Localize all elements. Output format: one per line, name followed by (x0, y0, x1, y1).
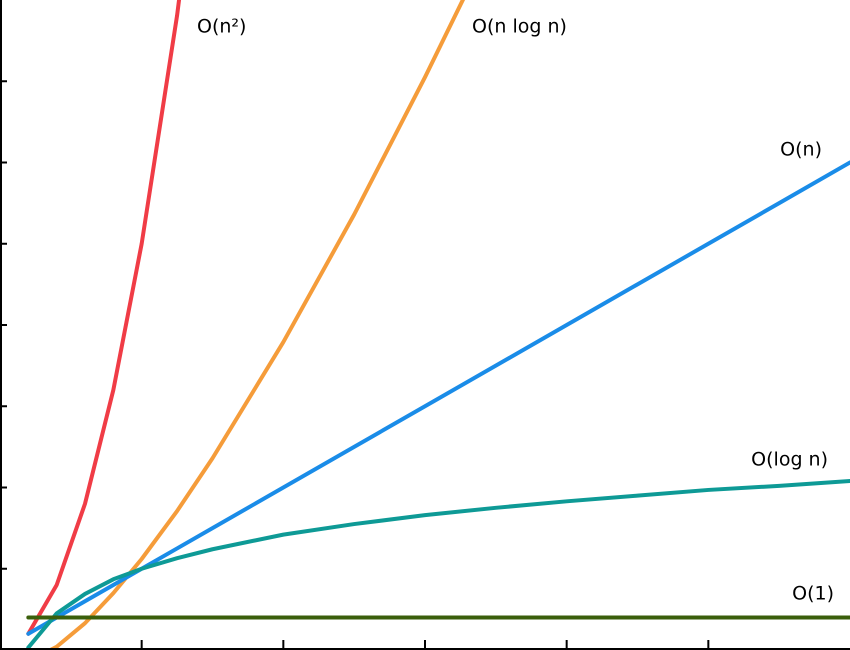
series-line (46, 0, 466, 650)
series-line (26, 160, 850, 636)
series-label: O(n²) (197, 16, 246, 38)
series-label: O(n log n) (472, 16, 567, 38)
series-line (26, 479, 850, 650)
series-label: O(1) (792, 583, 834, 605)
series-label: O(log n) (751, 449, 828, 471)
plot-area (26, 0, 850, 650)
series-label: O(n) (780, 139, 822, 161)
series-line (26, 0, 182, 636)
